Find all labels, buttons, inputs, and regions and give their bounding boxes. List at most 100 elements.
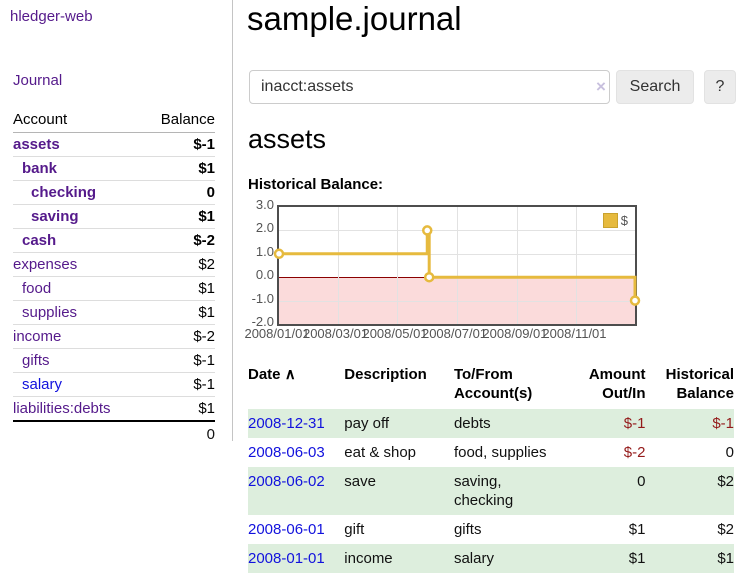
sidebar-account-supplies[interactable]: supplies <box>22 304 78 321</box>
transaction-amount: $1 <box>628 521 646 538</box>
amount-column-header: Amount Out/In <box>588 366 646 402</box>
accounts-total-value: 0 <box>142 420 215 447</box>
account-row: income $-2 <box>13 324 215 349</box>
y-axis-label: -2.0 <box>251 314 274 329</box>
account-balance: $-2 <box>142 228 215 253</box>
y-axis-label: 1.0 <box>255 243 274 259</box>
transaction-balance: 0 <box>725 444 734 461</box>
chart-title: Historical Balance: <box>248 176 384 193</box>
account-balance: $-1 <box>142 372 215 397</box>
transaction-description: gift <box>344 521 365 538</box>
account-row: supplies $1 <box>13 300 215 325</box>
transaction-balance: $-1 <box>712 415 734 432</box>
sidebar-account-salary[interactable]: salary <box>22 376 63 393</box>
transaction-date-link[interactable]: 2008-12-31 <box>248 415 325 432</box>
y-axis-label: 2.0 <box>255 220 274 236</box>
grid-line <box>456 207 458 324</box>
x-axis-label: 2008/01/01 <box>244 326 310 341</box>
chart-legend: $ <box>600 212 630 229</box>
account-heading: assets <box>248 124 327 154</box>
sidebar-account-expenses[interactable]: expenses <box>13 256 78 273</box>
transaction-date-link[interactable]: 2008-06-01 <box>248 521 325 538</box>
grid-line <box>337 207 339 324</box>
grid-line <box>516 207 518 324</box>
spacer <box>13 420 143 447</box>
clear-search-icon[interactable]: × <box>596 77 606 96</box>
transaction-amount: $1 <box>628 550 646 567</box>
sidebar-account-gifts[interactable]: gifts <box>22 352 50 369</box>
transaction-description: income <box>344 550 393 567</box>
transaction-date-link[interactable]: 2008-06-02 <box>248 473 325 490</box>
transaction-amount: 0 <box>637 473 646 490</box>
sidebar-account-cash[interactable]: cash <box>22 232 57 249</box>
account-row: gifts $-1 <box>13 348 215 373</box>
transaction-description: pay off <box>344 415 390 432</box>
y-axis-label: 3.0 <box>255 197 274 212</box>
data-point-marker <box>423 271 435 283</box>
y-axis-label: 0.0 <box>255 267 274 283</box>
account-row: food $1 <box>13 276 215 301</box>
legend-swatch-icon <box>602 213 618 228</box>
sidebar-account-income[interactable]: income <box>13 328 62 345</box>
balance-step-line <box>273 225 641 306</box>
sidebar-item-journal[interactable]: Journal <box>13 72 63 89</box>
data-point-marker <box>422 225 433 236</box>
brand-link[interactable]: hledger-web <box>10 8 93 25</box>
accounts-table-header: Account Balance <box>13 108 215 133</box>
transaction-date-link[interactable]: 2008-01-01 <box>248 550 325 567</box>
account-balance: $1 <box>142 204 215 229</box>
transactions-header-row: Date ∧ Description To/From Account(s) Am… <box>248 361 734 409</box>
account-row: bank $1 <box>13 156 215 181</box>
sidebar-divider <box>232 0 233 441</box>
transaction-accounts: saving, checking <box>453 473 514 509</box>
sidebar-account-assets[interactable]: assets <box>13 136 60 153</box>
account-column-header: Account <box>13 108 143 133</box>
transaction-accounts: salary <box>453 550 494 567</box>
account-row: salary $-1 <box>13 372 215 397</box>
transaction-description: save <box>344 473 376 490</box>
transaction-accounts: gifts <box>453 521 482 538</box>
account-row: cash $-2 <box>13 228 215 253</box>
accounts-table: Account Balance assets $-1 bank $1 checking 0… <box>13 108 215 447</box>
sidebar-account-food[interactable]: food <box>22 280 52 297</box>
account-balance: $-1 <box>142 348 215 373</box>
transaction-amount: $-1 <box>623 415 646 432</box>
transaction-date-link[interactable]: 2008-06-03 <box>248 444 325 461</box>
transaction-accounts: food, supplies <box>453 444 547 461</box>
transaction-row: 2008-06-01 gift gifts $1 $2 <box>248 515 734 544</box>
transaction-accounts: debts <box>453 415 491 432</box>
description-column-header: Description <box>344 366 427 383</box>
x-axis-label: 2008/09/01 <box>482 326 548 341</box>
account-balance: $-1 <box>142 132 215 157</box>
sidebar-account-checking[interactable]: checking <box>31 184 97 201</box>
historical-balance-chart: $ 3.0 2.0 1.0 0.0 -1.0 -2.0 2008/01/01 2008/03… <box>244 197 641 347</box>
search-input[interactable] <box>249 70 610 104</box>
data-point-marker <box>629 295 641 306</box>
transaction-description: eat & shop <box>344 444 417 461</box>
account-row: saving $1 <box>13 204 215 229</box>
balance-column-header-txn: Historical Balance <box>665 366 734 402</box>
page-title: sample.journal <box>247 0 462 37</box>
sidebar-account-bank[interactable]: bank <box>22 160 58 177</box>
account-balance: $-2 <box>142 324 215 349</box>
sidebar-account-liabilities-debts[interactable]: liabilities:debts <box>13 400 111 417</box>
transaction-balance: $2 <box>717 521 734 538</box>
account-row: expenses $2 <box>13 252 215 277</box>
transaction-row: 2008-06-03 eat & shop food, supplies $-2 0 <box>248 438 734 467</box>
grid-line <box>576 207 578 324</box>
legend-label: $ <box>620 213 628 228</box>
accounts-total-row: 0 <box>13 420 215 447</box>
help-button[interactable]: ? <box>704 70 736 104</box>
sidebar-account-saving[interactable]: saving <box>31 208 79 225</box>
account-balance: 0 <box>142 180 215 205</box>
transaction-amount: $-2 <box>623 444 646 461</box>
search-button[interactable]: Search <box>616 70 694 104</box>
account-row: liabilities:debts $1 <box>13 396 215 422</box>
plot-area: $ <box>273 205 641 326</box>
x-axis-label: 2008/07/01 <box>421 326 488 341</box>
account-balance: $1 <box>142 300 215 325</box>
date-column-header[interactable]: Date ∧ <box>248 366 296 383</box>
accounts-column-header: To/From Account(s) <box>453 366 533 402</box>
balance-column-header: Balance <box>142 108 215 133</box>
